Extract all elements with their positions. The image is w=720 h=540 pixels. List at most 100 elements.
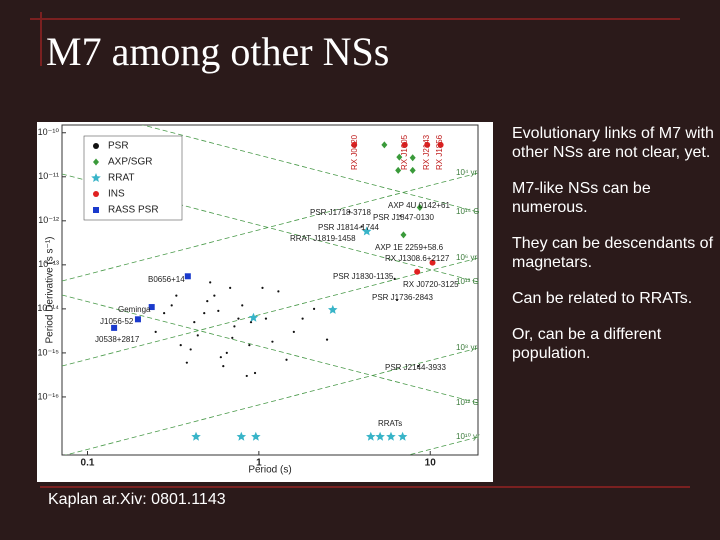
annotation: RX J1308.6+2127	[385, 254, 450, 263]
legend-label: RRAT	[108, 173, 134, 184]
data-point	[229, 286, 232, 289]
data-point	[437, 141, 444, 148]
data-point	[163, 312, 166, 315]
bottom-rule	[40, 486, 690, 488]
annotation: PSR J1847-0130	[373, 213, 434, 222]
data-point	[209, 281, 212, 284]
legend-label: INS	[108, 189, 125, 200]
y-tick-label: 10⁻¹³	[38, 259, 59, 269]
annotation: RX J0720-3125	[403, 280, 459, 289]
annotation: J0538+2817	[95, 335, 140, 344]
legend-marker	[93, 143, 99, 149]
y-tick-label: 10⁻¹⁰	[38, 127, 60, 137]
bullet: M7-like NSs can be numerous.	[512, 180, 651, 216]
bullet: Or, can be a different population.	[512, 326, 662, 362]
data-point	[189, 348, 192, 351]
annotation: 10¹³ G	[456, 277, 479, 286]
annotation: 10⁸ yr	[456, 343, 477, 352]
x-axis-label: Period (s)	[248, 465, 291, 476]
data-point	[241, 304, 244, 307]
data-point	[213, 294, 216, 297]
data-point	[271, 340, 274, 343]
data-point	[233, 325, 236, 328]
legend-marker	[93, 207, 99, 213]
data-point	[360, 225, 363, 228]
data-point	[170, 304, 173, 307]
data-point	[348, 210, 351, 213]
data-point	[417, 365, 420, 368]
data-point	[292, 330, 295, 333]
data-point	[219, 356, 222, 359]
annotation: RX J0420	[350, 134, 359, 170]
slide-title: M7 among other NSs	[46, 29, 390, 74]
annotation: RX J2143	[422, 134, 431, 170]
annotation: 10⁴ yr	[456, 168, 478, 177]
data-point	[409, 166, 416, 174]
data-point	[253, 371, 257, 375]
y-tick-label: 10⁻¹²	[38, 215, 59, 225]
data-point	[206, 300, 209, 303]
data-point	[184, 273, 191, 280]
legend-label: AXP/SGR	[108, 157, 152, 168]
y-tick-label: 10⁻¹¹	[38, 171, 59, 181]
data-point	[400, 231, 407, 239]
x-tick-label: 1	[256, 458, 262, 469]
data-point	[111, 324, 118, 331]
legend-label: RASS PSR	[108, 205, 159, 216]
data-point	[362, 226, 372, 236]
data-point	[395, 298, 399, 301]
data-point	[409, 154, 416, 162]
data-point	[237, 317, 240, 320]
x-tick-label: 0.1	[81, 458, 95, 469]
annotation: AXP 4U 0142+61	[388, 201, 450, 210]
data-point	[245, 374, 248, 378]
caption: Kaplan ar.Xiv: 0801.1143	[48, 491, 226, 508]
data-point	[248, 344, 251, 347]
data-point	[222, 365, 225, 368]
data-point	[395, 166, 402, 174]
plot-frame	[61, 124, 479, 456]
annotation: 10¹⁴ G	[456, 207, 479, 216]
annotation: AXP 1E 2259+58.6	[375, 243, 444, 252]
data-point	[366, 431, 376, 441]
annotation: PSR J2144-3933	[385, 363, 446, 372]
data-point	[175, 294, 178, 297]
left-rule	[40, 12, 42, 66]
bullet-list: Evolutionary links of M7 with other NSs …	[512, 124, 720, 380]
annotation: 10⁶ yr	[456, 253, 477, 262]
annotation: RRAT J1819-1458	[290, 234, 356, 243]
y-axis-label: Period Derivative (s s⁻¹)	[45, 237, 56, 344]
annotation: PSR J1830-1135	[333, 272, 394, 281]
annotation: 10¹² G	[456, 398, 479, 407]
data-point	[261, 286, 264, 289]
data-point	[251, 431, 261, 441]
data-point	[148, 304, 155, 311]
data-point	[399, 214, 402, 217]
annotation: 10¹⁰ yr	[456, 432, 480, 441]
data-point	[249, 321, 253, 324]
data-point	[217, 309, 220, 312]
data-point	[154, 330, 157, 333]
legend-label: PSR	[108, 141, 129, 152]
data-point	[351, 141, 358, 148]
y-tick-label: 10⁻¹⁵	[38, 347, 60, 357]
data-point	[134, 316, 141, 323]
data-point	[236, 431, 247, 441]
data-point	[203, 312, 206, 315]
bullet: Evolutionary links of M7 with other NSs …	[512, 125, 714, 161]
top-rule	[30, 18, 680, 20]
data-point	[381, 141, 388, 149]
annotation: PSR J1718-3718	[310, 208, 371, 217]
data-point	[264, 317, 268, 320]
data-point	[179, 344, 182, 347]
data-point	[248, 312, 259, 322]
bullet: They can be descendants of magnetars.	[512, 235, 714, 271]
annotation: RX J1605	[400, 134, 409, 170]
legend-marker	[93, 158, 99, 166]
data-point	[312, 307, 316, 310]
x-tick-label: 10	[425, 458, 437, 469]
data-point	[225, 351, 228, 355]
data-point	[185, 361, 188, 364]
data-point	[386, 431, 396, 441]
